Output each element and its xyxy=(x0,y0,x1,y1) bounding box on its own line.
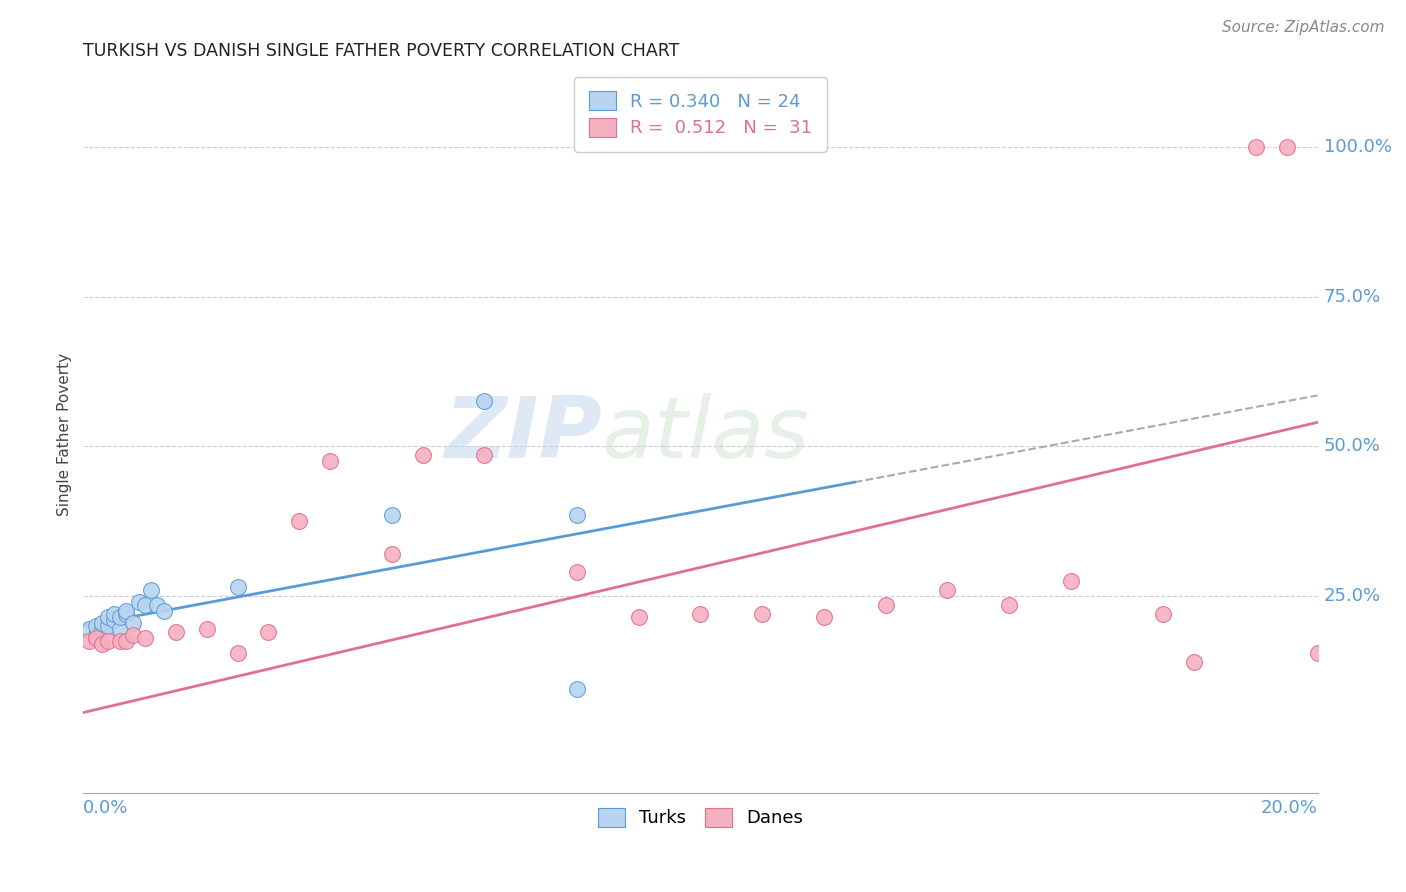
Point xyxy=(115,633,138,648)
Point xyxy=(474,394,496,409)
Point xyxy=(90,615,112,630)
Point xyxy=(195,622,218,636)
Text: TURKISH VS DANISH SINGLE FATHER POVERTY CORRELATION CHART: TURKISH VS DANISH SINGLE FATHER POVERTY … xyxy=(83,42,679,60)
Text: 20.0%: 20.0% xyxy=(1261,799,1317,817)
Point xyxy=(226,580,249,594)
Point xyxy=(565,681,588,696)
Point xyxy=(79,622,101,636)
Point xyxy=(84,628,107,642)
Point xyxy=(97,633,120,648)
Point xyxy=(165,624,187,639)
Text: Source: ZipAtlas.com: Source: ZipAtlas.com xyxy=(1222,20,1385,35)
Point xyxy=(565,565,588,579)
Point xyxy=(381,547,404,561)
Point xyxy=(288,514,311,528)
Point xyxy=(1306,646,1329,660)
Point xyxy=(115,604,138,618)
Point xyxy=(751,607,773,621)
Point xyxy=(110,609,132,624)
Point xyxy=(936,582,959,597)
Point xyxy=(90,637,112,651)
Point xyxy=(1244,140,1267,154)
Point xyxy=(412,448,434,462)
Point xyxy=(84,631,107,645)
Y-axis label: Single Father Poverty: Single Father Poverty xyxy=(58,352,72,516)
Point xyxy=(689,607,711,621)
Point xyxy=(813,609,835,624)
Text: 25.0%: 25.0% xyxy=(1323,587,1381,605)
Point xyxy=(121,628,143,642)
Point xyxy=(134,631,156,645)
Text: 50.0%: 50.0% xyxy=(1323,437,1381,455)
Point xyxy=(84,619,107,633)
Text: 0.0%: 0.0% xyxy=(83,799,129,817)
Point xyxy=(115,607,138,621)
Point xyxy=(79,633,101,648)
Point xyxy=(226,646,249,660)
Text: 100.0%: 100.0% xyxy=(1323,138,1392,156)
Point xyxy=(257,624,280,639)
Text: atlas: atlas xyxy=(602,392,810,475)
Point xyxy=(474,448,496,462)
Point xyxy=(134,598,156,612)
Point xyxy=(103,607,125,621)
Point xyxy=(90,622,112,636)
Point xyxy=(110,633,132,648)
Point xyxy=(319,454,342,468)
Point xyxy=(97,609,120,624)
Point xyxy=(1275,140,1298,154)
Point xyxy=(627,609,650,624)
Point xyxy=(141,582,163,597)
Text: ZIP: ZIP xyxy=(444,392,602,475)
Point xyxy=(110,622,132,636)
Point xyxy=(146,598,169,612)
Point xyxy=(875,598,897,612)
Point xyxy=(128,595,150,609)
Legend: Turks, Danes: Turks, Danes xyxy=(591,801,810,835)
Point xyxy=(998,598,1021,612)
Point xyxy=(1152,607,1174,621)
Point xyxy=(565,508,588,522)
Point xyxy=(381,508,404,522)
Point xyxy=(152,604,174,618)
Point xyxy=(103,613,125,627)
Point xyxy=(121,615,143,630)
Point xyxy=(1060,574,1083,588)
Text: 75.0%: 75.0% xyxy=(1323,287,1381,306)
Point xyxy=(1182,655,1205,669)
Point xyxy=(97,619,120,633)
